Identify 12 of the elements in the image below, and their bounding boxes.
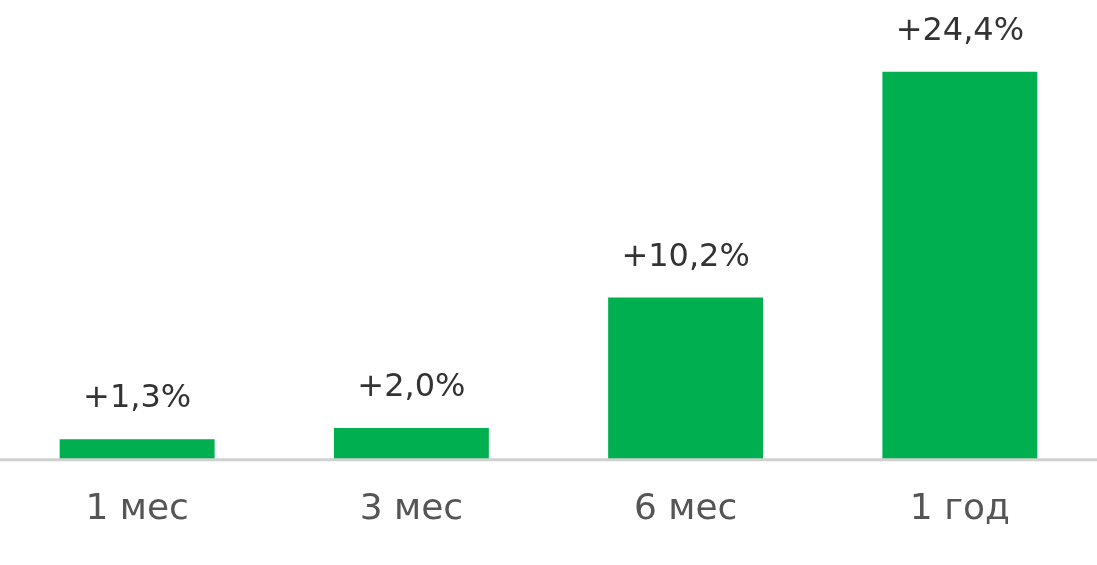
bar xyxy=(333,428,489,460)
x-tick-label: 1 мес xyxy=(85,485,189,527)
x-tick-label: 6 мес xyxy=(633,485,738,527)
data-label: +2,0% xyxy=(357,366,466,405)
x-tick-label: 1 год xyxy=(909,485,1010,527)
x-tick-label: 3 мес xyxy=(359,485,464,527)
data-label: +1,3% xyxy=(83,377,192,416)
bar xyxy=(59,439,215,460)
data-label: +24,4% xyxy=(895,10,1025,49)
bar xyxy=(608,297,764,460)
bar xyxy=(882,71,1038,460)
data-label: +10,2% xyxy=(621,235,750,274)
